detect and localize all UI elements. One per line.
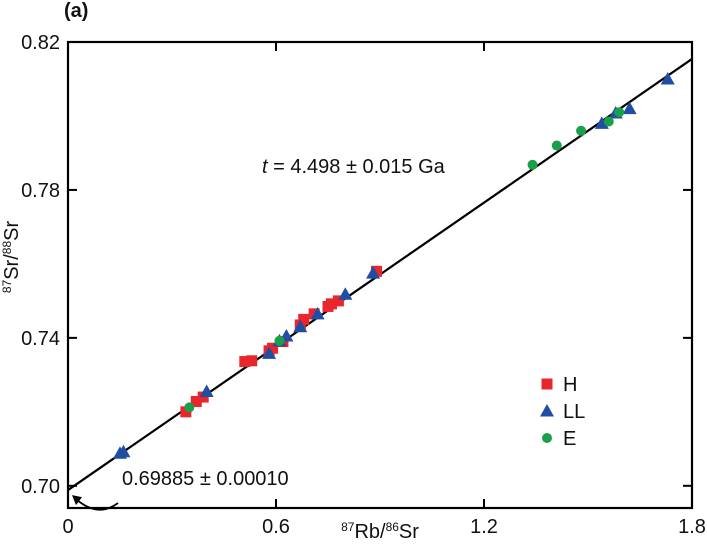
point-h [180, 406, 192, 418]
legend: H LL E [540, 374, 585, 450]
intercept-arrow-curve [75, 498, 119, 511]
point-e [527, 159, 538, 170]
point-h [190, 395, 202, 407]
point-ll [199, 384, 214, 397]
y-tick-label: 0.70 [21, 476, 60, 498]
point-h [325, 298, 337, 310]
x-tick-label: 1.8 [678, 516, 706, 538]
legend-label-e: E [563, 428, 576, 450]
x-tick-label: 0 [62, 516, 73, 538]
axes-group [66, 40, 694, 510]
x-axis-label: 87Rb/86Sr [341, 520, 419, 543]
point-e [576, 125, 587, 136]
legend-marker-e [542, 433, 552, 443]
intercept-annotation: 0.69885 ± 0.00010 [122, 468, 289, 490]
point-ll [594, 116, 609, 129]
legend-marker-ll [540, 404, 554, 417]
points-group [113, 71, 675, 459]
point-e [603, 116, 614, 127]
point-ll [366, 266, 381, 279]
point-h [197, 391, 209, 403]
point-e [274, 335, 285, 346]
x-tick-label: 1.2 [470, 516, 498, 538]
intercept-arrowhead [72, 495, 82, 506]
point-e [184, 402, 195, 413]
point-ll [116, 444, 131, 458]
y-axis-label: 87Sr/88Sr [0, 221, 23, 294]
legend-label-ll: LL [563, 401, 585, 423]
point-h [246, 355, 258, 367]
point-h [332, 295, 344, 307]
point-ll [622, 101, 637, 115]
legend-marker-h [541, 378, 553, 390]
point-ll [310, 306, 325, 320]
age-variable: t [262, 156, 269, 178]
point-h [239, 356, 251, 368]
legend-label-h: H [563, 374, 577, 396]
age-value: = 4.498 ± 0.015 Ga [268, 156, 446, 178]
point-e [551, 140, 562, 151]
y-tick-label: 0.78 [21, 180, 60, 202]
y-tick-label: 0.74 [21, 328, 60, 350]
point-h [371, 265, 383, 277]
point-e [614, 107, 625, 118]
labels-group: 0 0.6 1.2 1.8 0.70 0.74 0.78 0.82 [21, 32, 706, 538]
point-h [298, 313, 310, 325]
x-tick-label: 0.6 [262, 516, 290, 538]
point-ll [293, 319, 308, 333]
point-ll [262, 346, 277, 359]
point-ll [338, 287, 353, 300]
point-h [267, 342, 279, 354]
age-annotation: t = 4.498 ± 0.015 Ga [262, 156, 446, 178]
point-ll [660, 71, 675, 85]
y-tick-label: 0.82 [21, 32, 60, 54]
plot-frame [66, 40, 694, 510]
panel-label: (a) [64, 0, 88, 22]
